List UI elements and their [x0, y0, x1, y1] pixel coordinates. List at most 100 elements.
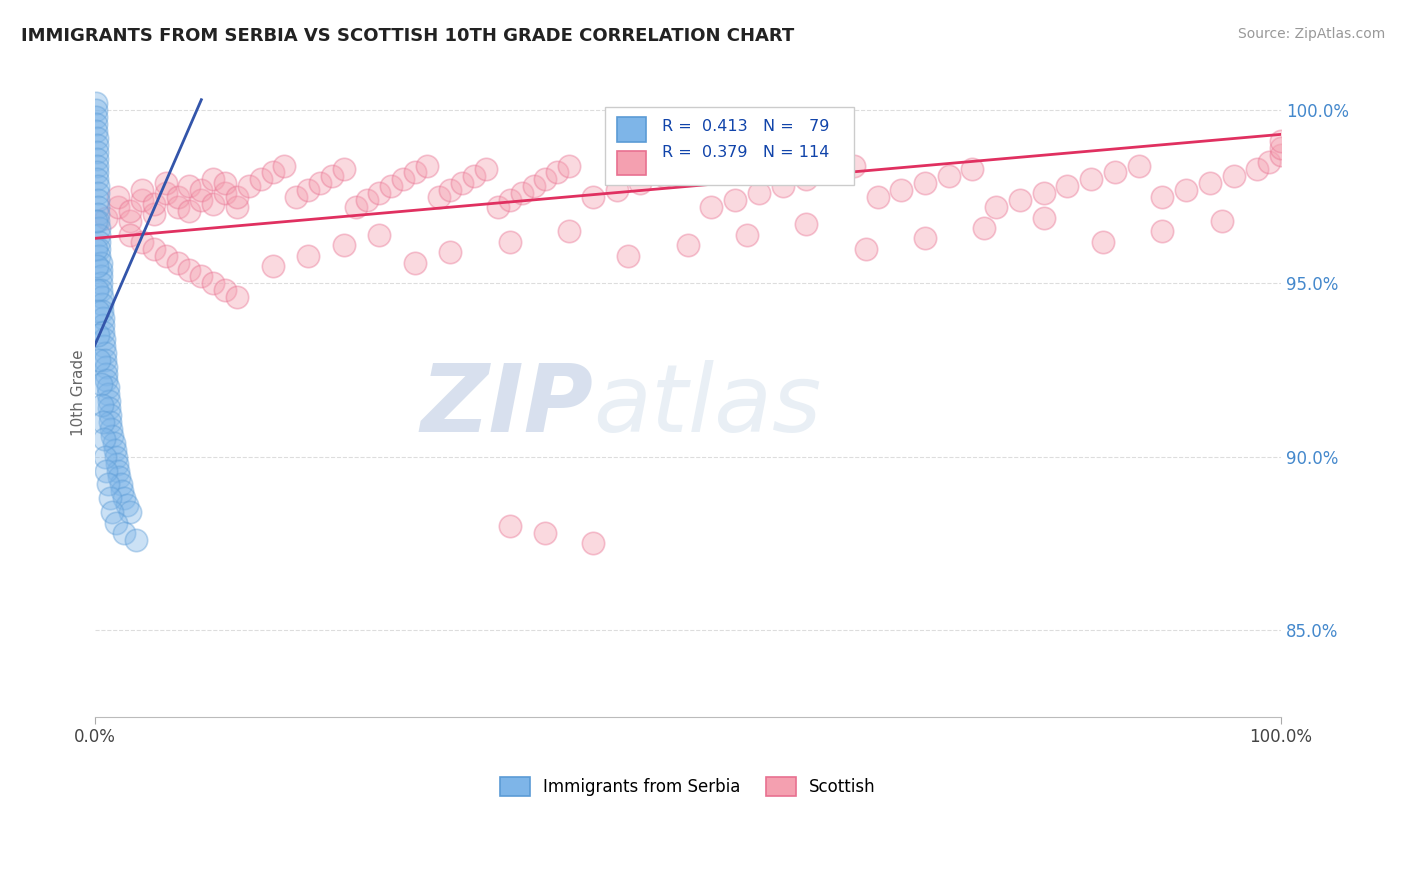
Point: [97, 380, 120, 394]
Point: [89, 283, 111, 297]
Point: [103, 435, 125, 450]
Point: [110, 477, 132, 491]
Point: [101, 429, 124, 443]
Point: [700, 200, 723, 214]
Point: [1032, 186, 1054, 201]
Point: [125, 533, 148, 547]
Point: [1128, 159, 1150, 173]
Point: [1198, 176, 1220, 190]
Point: [439, 245, 461, 260]
Point: [297, 183, 319, 197]
Point: [97, 477, 120, 491]
Point: [93, 339, 115, 353]
Point: [107, 190, 129, 204]
Point: [89, 262, 111, 277]
Point: [112, 525, 135, 540]
Point: [89, 352, 111, 367]
Point: [748, 186, 770, 201]
Point: [249, 172, 271, 186]
Point: [652, 169, 675, 183]
Point: [86, 145, 108, 159]
Point: [87, 304, 110, 318]
Point: [107, 200, 129, 214]
Point: [87, 214, 110, 228]
Point: [606, 183, 628, 197]
Point: [285, 190, 308, 204]
Point: [91, 318, 114, 332]
Point: [1211, 214, 1233, 228]
Point: [1080, 172, 1102, 186]
Point: [202, 196, 225, 211]
Point: [1246, 161, 1268, 176]
Point: [890, 183, 912, 197]
Point: [84, 242, 107, 256]
Point: [534, 525, 557, 540]
Point: [238, 179, 260, 194]
Point: [97, 387, 120, 401]
Point: [214, 186, 236, 201]
Point: [96, 359, 118, 374]
Point: [86, 159, 108, 173]
Point: [94, 450, 117, 464]
Point: [97, 401, 120, 416]
FancyBboxPatch shape: [605, 107, 853, 186]
Point: [142, 207, 165, 221]
Point: [724, 193, 747, 207]
Point: [214, 176, 236, 190]
Point: [86, 165, 108, 179]
Point: [486, 200, 509, 214]
Point: [1152, 224, 1174, 238]
Point: [356, 193, 378, 207]
Point: [451, 176, 474, 190]
Point: [368, 186, 391, 201]
Point: [558, 224, 581, 238]
Text: R =  0.413   N =   79: R = 0.413 N = 79: [662, 119, 830, 134]
Point: [582, 190, 605, 204]
Point: [96, 211, 118, 225]
Point: [735, 227, 758, 242]
Point: [131, 235, 153, 249]
Point: [86, 283, 108, 297]
Point: [855, 242, 877, 256]
Point: [94, 345, 117, 359]
Point: [107, 464, 129, 478]
Point: [522, 179, 544, 194]
Point: [558, 159, 581, 173]
Point: [101, 505, 124, 519]
Point: [91, 325, 114, 339]
Text: IMMIGRANTS FROM SERBIA VS SCOTTISH 10TH GRADE CORRELATION CHART: IMMIGRANTS FROM SERBIA VS SCOTTISH 10TH …: [21, 27, 794, 45]
Point: [89, 249, 111, 263]
Point: [499, 519, 522, 533]
Point: [84, 103, 107, 117]
Point: [1008, 193, 1031, 207]
Point: [90, 290, 112, 304]
Point: [155, 186, 177, 201]
Point: [155, 249, 177, 263]
Point: [427, 190, 450, 204]
Point: [87, 179, 110, 194]
Point: [262, 165, 284, 179]
Point: [226, 200, 249, 214]
Text: atlas: atlas: [593, 360, 821, 451]
Point: [120, 203, 142, 218]
Point: [676, 161, 699, 176]
Point: [1175, 183, 1198, 197]
Point: [842, 159, 865, 173]
Point: [380, 179, 402, 194]
Point: [86, 152, 108, 166]
Point: [914, 231, 936, 245]
Point: [973, 221, 995, 235]
Point: [202, 277, 225, 291]
Point: [111, 484, 134, 499]
Point: [120, 227, 142, 242]
Point: [273, 159, 295, 173]
Point: [368, 227, 391, 242]
Point: [1270, 141, 1292, 155]
Point: [986, 200, 1008, 214]
Legend: Immigrants from Serbia, Scottish: Immigrants from Serbia, Scottish: [494, 771, 883, 803]
Point: [91, 311, 114, 326]
Point: [297, 249, 319, 263]
Point: [84, 110, 107, 124]
Point: [1056, 179, 1078, 194]
Point: [404, 165, 426, 179]
